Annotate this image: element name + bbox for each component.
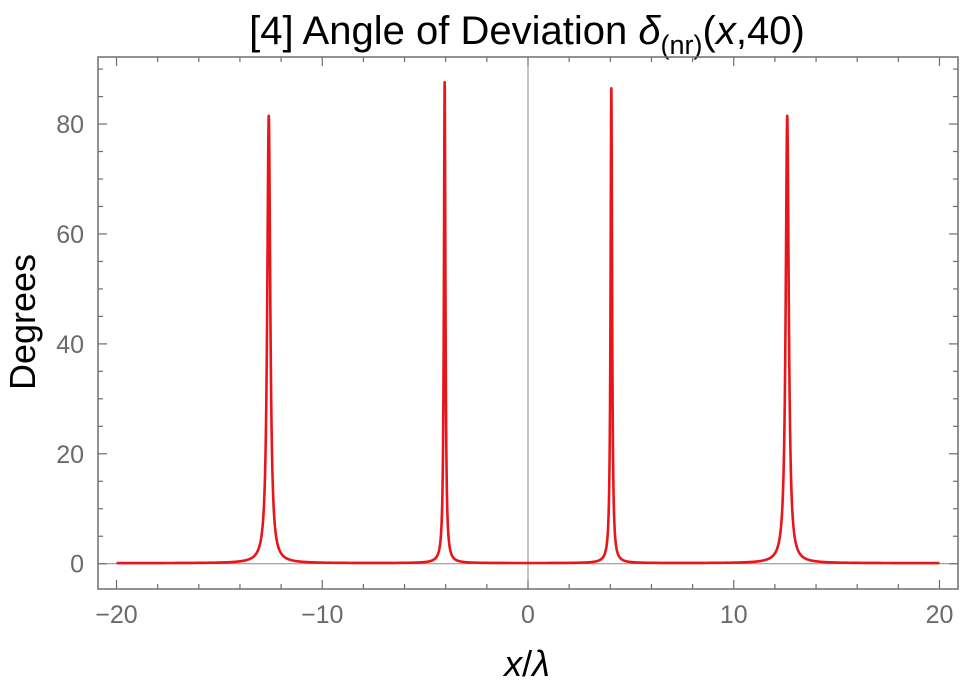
- x-axis-label-slash: /: [522, 643, 532, 684]
- x-tick-labels: −20 −10 0 10 20: [95, 601, 953, 629]
- chart-title-symbol: δ: [638, 9, 661, 53]
- chart-title-args-var: x: [714, 9, 738, 53]
- chart-title-prefix: [4] Angle of Deviation: [249, 9, 638, 53]
- y-tick-label: 0: [70, 551, 84, 579]
- x-tick-label: 0: [521, 601, 535, 629]
- y-axis-label: Degrees: [2, 254, 43, 390]
- x-tick-label: 20: [926, 601, 954, 629]
- ticks-layer: [98, 57, 958, 589]
- x-tick-label: −10: [301, 601, 343, 629]
- y-tick-label: 60: [56, 221, 84, 249]
- chart-title-subscript: (nr): [661, 30, 703, 60]
- x-axis-label-var: x: [502, 643, 524, 684]
- y-tick-labels: 0 20 40 60 80: [56, 111, 84, 579]
- x-axis-label-unit: λ: [530, 643, 550, 684]
- x-tick-label: −20: [95, 601, 137, 629]
- y-tick-label: 40: [56, 331, 84, 359]
- x-axis-label: x/λ: [502, 643, 550, 684]
- plot-area: −20 −10 0 10 20 0 20 40 60 80: [56, 56, 959, 629]
- x-tick-label: 10: [720, 601, 748, 629]
- y-tick-label: 20: [56, 441, 84, 469]
- series-layer: [115, 80, 941, 565]
- series-line-0: [115, 80, 941, 565]
- chart-title: [4] Angle of Deviation δ(nr)(x,40): [249, 9, 805, 60]
- chart-title-args-open: (: [703, 9, 717, 53]
- y-tick-label: 80: [56, 111, 84, 139]
- chart-title-args-rest: ,40): [736, 9, 805, 53]
